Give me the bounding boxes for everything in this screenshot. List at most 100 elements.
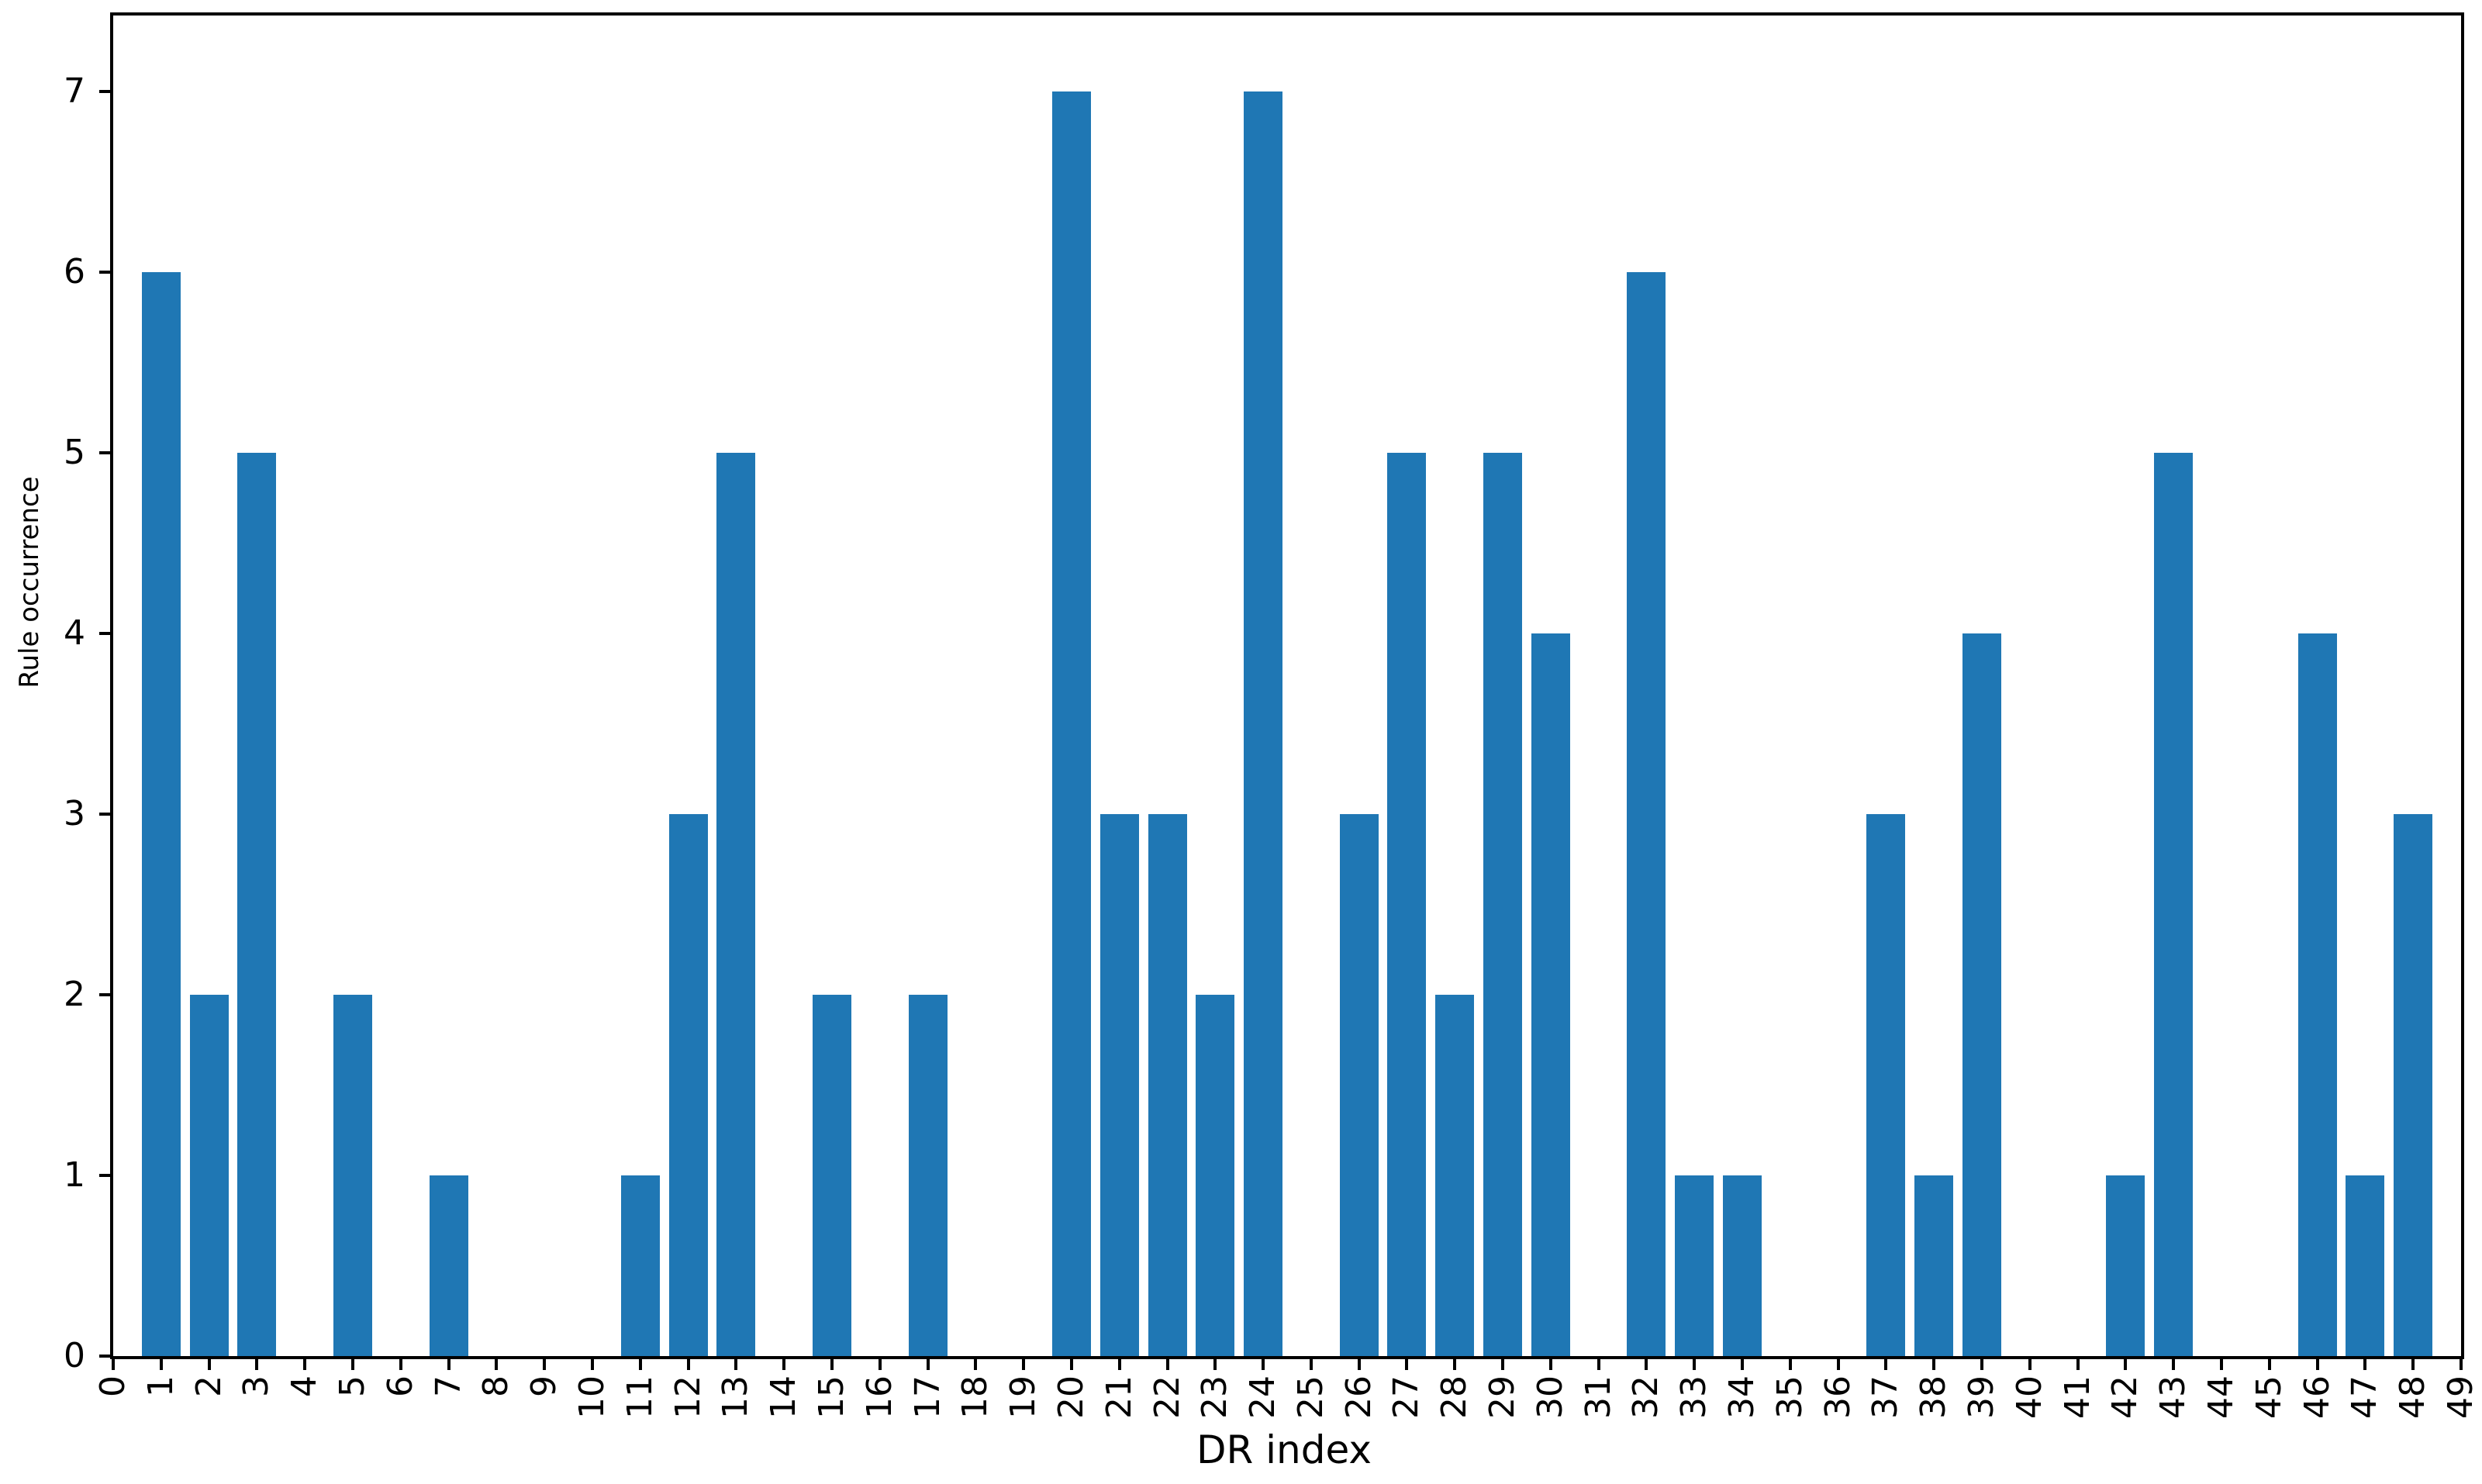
x-tick-label: 48 bbox=[2393, 1375, 2433, 1419]
y-tick-label: 3 bbox=[64, 793, 85, 833]
bar bbox=[2394, 813, 2433, 1356]
x-tick-mark bbox=[2124, 1359, 2128, 1370]
x-tick-label: 2 bbox=[188, 1375, 229, 1397]
x-tick-label: 21 bbox=[1099, 1375, 1139, 1419]
x-tick-mark bbox=[1788, 1359, 1792, 1370]
bar bbox=[668, 813, 708, 1356]
x-tick-label: 8 bbox=[476, 1375, 516, 1397]
x-tick-label: 36 bbox=[1817, 1375, 1858, 1419]
x-tick-label: 26 bbox=[1338, 1375, 1379, 1419]
x-tick-label: 3 bbox=[236, 1375, 277, 1397]
x-tick-label: 49 bbox=[2441, 1375, 2480, 1419]
y-tick-label: 7 bbox=[64, 71, 85, 111]
x-tick-label: 7 bbox=[428, 1375, 468, 1397]
x-tick-mark bbox=[734, 1359, 738, 1370]
y-tick-label: 5 bbox=[64, 432, 85, 472]
y-tick-mark bbox=[99, 450, 110, 454]
bar bbox=[1435, 994, 1475, 1356]
x-tick-mark bbox=[1165, 1359, 1169, 1370]
x-tick-mark bbox=[1597, 1359, 1600, 1370]
x-tick-mark bbox=[1453, 1359, 1457, 1370]
x-tick-mark bbox=[350, 1359, 354, 1370]
y-tick-label: 0 bbox=[64, 1336, 85, 1375]
x-tick-label: 35 bbox=[1769, 1375, 1810, 1419]
y-tick-label: 1 bbox=[64, 1154, 85, 1195]
x-tick-mark bbox=[1980, 1359, 1984, 1370]
bar bbox=[1866, 813, 1906, 1356]
x-tick-label: 39 bbox=[1962, 1375, 2002, 1419]
x-tick-label: 16 bbox=[859, 1375, 899, 1419]
x-tick-mark bbox=[2363, 1359, 2367, 1370]
bar bbox=[1339, 813, 1379, 1356]
x-tick-label: 32 bbox=[1626, 1375, 1666, 1419]
x-tick-label: 45 bbox=[2249, 1375, 2289, 1419]
x-tick-mark bbox=[159, 1359, 163, 1370]
x-tick-label: 42 bbox=[2105, 1375, 2145, 1419]
bar bbox=[1962, 633, 2002, 1356]
y-tick-mark bbox=[99, 631, 110, 635]
x-tick-label: 19 bbox=[1003, 1375, 1044, 1419]
x-tick-label: 13 bbox=[716, 1375, 756, 1419]
x-tick-label: 25 bbox=[1290, 1375, 1331, 1419]
bar bbox=[620, 1175, 660, 1356]
x-tick-label: 43 bbox=[2153, 1375, 2194, 1419]
x-tick-mark bbox=[1405, 1359, 1409, 1370]
bar bbox=[1531, 633, 1570, 1356]
plot-area bbox=[110, 12, 2464, 1359]
y-tick-mark bbox=[99, 1173, 110, 1177]
x-tick-label: 5 bbox=[332, 1375, 372, 1397]
bar bbox=[1483, 452, 1523, 1356]
x-tick-label: 28 bbox=[1434, 1375, 1475, 1419]
bar bbox=[1148, 813, 1187, 1356]
x-tick-label: 27 bbox=[1386, 1375, 1427, 1419]
x-tick-label: 37 bbox=[1866, 1375, 1906, 1419]
x-tick-label: 31 bbox=[1578, 1375, 1618, 1419]
x-tick-label: 24 bbox=[1243, 1375, 1283, 1419]
x-tick-mark bbox=[2172, 1359, 2176, 1370]
x-tick-mark bbox=[1932, 1359, 1936, 1370]
y-tick-label: 6 bbox=[64, 251, 85, 292]
x-tick-mark bbox=[303, 1359, 307, 1370]
x-tick-mark bbox=[447, 1359, 450, 1370]
x-tick-label: 23 bbox=[1195, 1375, 1235, 1419]
y-tick-label: 2 bbox=[64, 974, 85, 1014]
y-tick-mark bbox=[99, 992, 110, 996]
bar bbox=[237, 452, 277, 1356]
bar bbox=[2297, 633, 2337, 1356]
y-tick-mark bbox=[99, 812, 110, 816]
x-tick-mark bbox=[974, 1359, 978, 1370]
x-axis-label: DR index bbox=[1196, 1427, 1372, 1472]
x-tick-label: 17 bbox=[907, 1375, 948, 1419]
y-tick-mark bbox=[99, 270, 110, 274]
x-tick-label: 0 bbox=[93, 1375, 133, 1397]
x-tick-mark bbox=[1022, 1359, 1026, 1370]
x-tick-label: 46 bbox=[2297, 1375, 2337, 1419]
x-tick-mark bbox=[1741, 1359, 1745, 1370]
x-tick-mark bbox=[112, 1359, 115, 1370]
bar bbox=[1723, 1175, 1762, 1356]
x-tick-mark bbox=[2220, 1359, 2224, 1370]
x-tick-mark bbox=[1693, 1359, 1697, 1370]
bar bbox=[908, 994, 948, 1356]
x-tick-label: 22 bbox=[1147, 1375, 1187, 1419]
bar bbox=[2346, 1175, 2385, 1356]
x-tick-label: 11 bbox=[620, 1375, 660, 1419]
y-tick-mark bbox=[99, 1355, 110, 1358]
x-tick-label: 30 bbox=[1530, 1375, 1570, 1419]
x-tick-mark bbox=[1213, 1359, 1217, 1370]
bar bbox=[2154, 452, 2194, 1356]
x-tick-label: 20 bbox=[1051, 1375, 1091, 1419]
bar bbox=[1051, 91, 1091, 1356]
bar bbox=[1099, 813, 1139, 1356]
bar bbox=[1914, 1175, 1954, 1356]
x-tick-label: 44 bbox=[2201, 1375, 2242, 1419]
bar bbox=[141, 271, 181, 1356]
x-tick-mark bbox=[2076, 1359, 2080, 1370]
bar bbox=[1244, 91, 1283, 1356]
bar bbox=[189, 994, 229, 1356]
bar bbox=[429, 1175, 468, 1356]
x-tick-mark bbox=[1069, 1359, 1073, 1370]
x-tick-label: 40 bbox=[2009, 1375, 2049, 1419]
x-tick-label: 38 bbox=[1914, 1375, 1954, 1419]
